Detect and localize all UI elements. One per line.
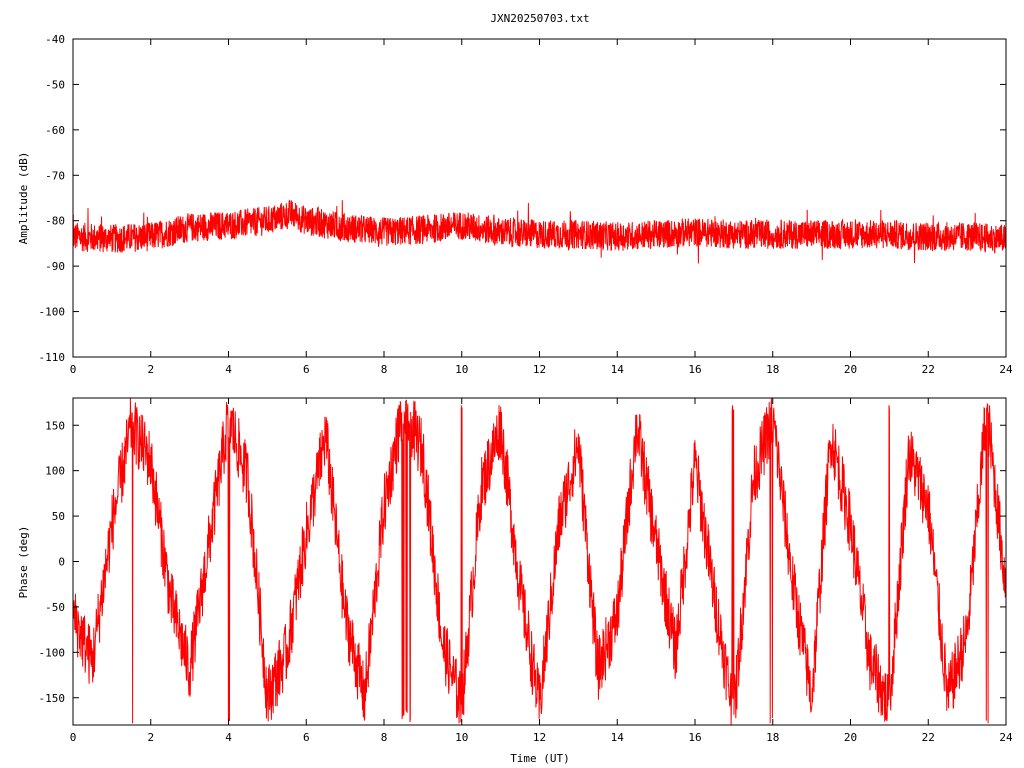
amplitude-frame — [72, 38, 1007, 358]
x-tick-label: 12 — [533, 363, 546, 376]
amplitude-panel: 0 2 4 6 8 10 12 14 16 18 20 22 24 -110-100-90-80-70-… — [17, 33, 1013, 376]
y-tick-label: 150 — [45, 419, 65, 432]
x-tick-label: 12 — [533, 731, 546, 744]
x-tick-label: 8 — [381, 731, 388, 744]
x-tick-label: 0 — [70, 731, 77, 744]
phase-series-line — [72, 398, 1007, 725]
x-tick-label: 6 — [303, 363, 310, 376]
x-tick-label: 22 — [922, 731, 935, 744]
x-tick-label: 2 — [147, 731, 154, 744]
x-tick-label: 6 — [303, 731, 310, 744]
x-tick-label: 4 — [225, 363, 232, 376]
phase-x-ticks: 0 2 4 6 8 10 12 14 16 18 20 22 24 — [70, 398, 1013, 744]
y-tick-label: -110 — [39, 351, 66, 364]
phase-x-label: Time (UT) — [510, 752, 570, 765]
x-tick-label: 0 — [70, 363, 77, 376]
y-tick-label: -100 — [39, 306, 66, 319]
x-tick-label: 10 — [455, 363, 468, 376]
x-tick-label: 16 — [688, 731, 701, 744]
phase-trace — [72, 398, 1007, 725]
y-tick-label: -50 — [45, 601, 65, 614]
x-tick-label: 22 — [922, 363, 935, 376]
x-tick-label: 2 — [147, 363, 154, 376]
x-tick-label: 4 — [225, 731, 232, 744]
phase-y-ticks: -150 -100 -50 0 50 100 150 — [39, 419, 1006, 705]
x-tick-label: 14 — [611, 363, 625, 376]
x-tick-label: 20 — [844, 731, 857, 744]
y-tick-label: -70 — [45, 169, 65, 182]
x-tick-label: 14 — [611, 731, 625, 744]
y-tick-label: -60 — [45, 124, 65, 137]
x-tick-label: 10 — [455, 731, 468, 744]
y-tick-label: -80 — [45, 215, 65, 228]
amplitude-trace — [72, 199, 1007, 264]
amplitude-y-ticks: -110 -100 -90 -80 -70 -60 -50 -40 — [39, 33, 1006, 364]
chart-title: JXN20250703.txt — [490, 12, 589, 25]
phase-y-label: Phase (deg) — [17, 526, 30, 599]
y-tick-label: -150 — [39, 692, 66, 705]
x-tick-label: 18 — [766, 363, 779, 376]
x-tick-label: 18 — [766, 731, 779, 744]
x-tick-label: 24 — [999, 363, 1013, 376]
x-tick-label: 24 — [999, 731, 1013, 744]
amplitude-series-line — [72, 199, 1007, 264]
phase-panel: 0 2 4 6 8 10 12 14 16 18 20 22 24 -150-100-500501001… — [17, 397, 1013, 765]
x-tick-label: 16 — [688, 363, 701, 376]
y-tick-label: -40 — [45, 33, 65, 46]
y-tick-label: -90 — [45, 260, 65, 273]
y-tick-label: 0 — [58, 556, 65, 569]
y-tick-label: 100 — [45, 465, 65, 478]
amplitude-y-label: Amplitude (dB) — [17, 152, 30, 245]
y-tick-label: 50 — [52, 510, 65, 523]
y-tick-label: -100 — [39, 646, 66, 659]
x-tick-label: 20 — [844, 363, 857, 376]
x-tick-label: 8 — [381, 363, 388, 376]
amplitude-x-ticks: 0 2 4 6 8 10 12 14 16 18 20 22 24 — [70, 39, 1013, 376]
y-tick-label: -50 — [45, 78, 65, 91]
